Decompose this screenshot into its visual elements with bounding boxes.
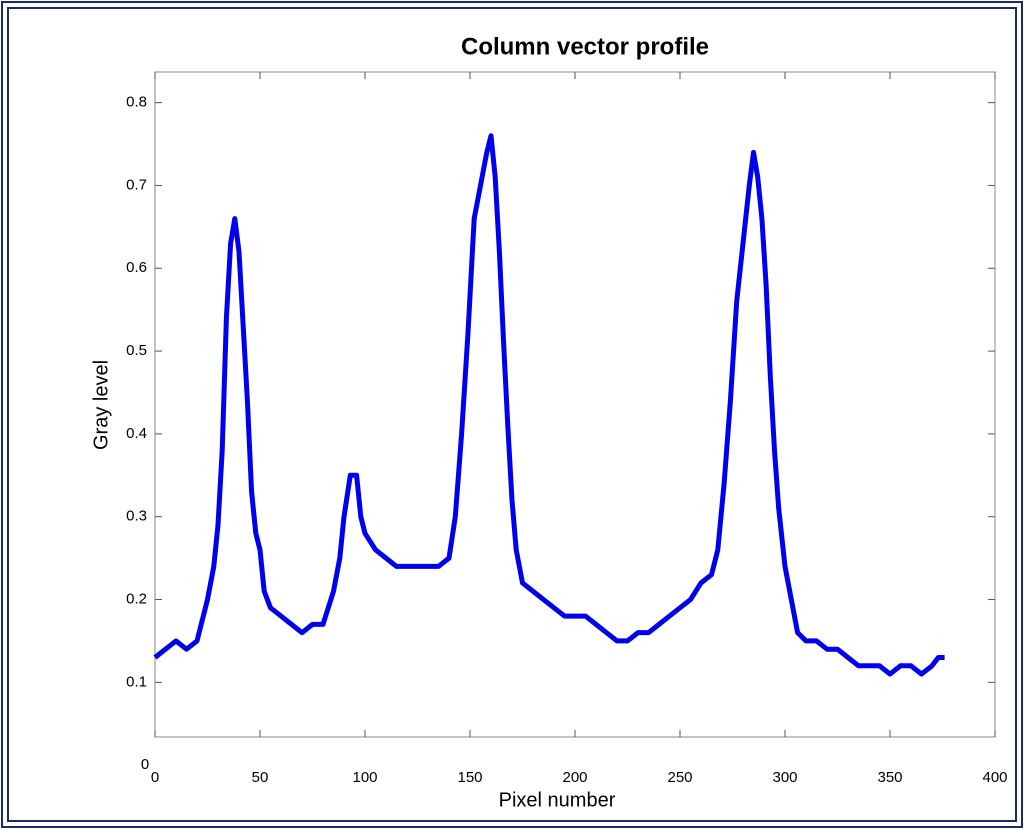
chart-title: Column vector profile bbox=[461, 33, 709, 60]
plot-area bbox=[154, 71, 996, 738]
y-axis-label: Gray level bbox=[90, 360, 112, 450]
y-tick-label: 0.2 bbox=[126, 590, 147, 607]
x-axis-label: Pixel number bbox=[499, 789, 616, 811]
y-tick-label: 0.5 bbox=[126, 342, 147, 359]
y-tick-label: 0.4 bbox=[126, 425, 147, 442]
inner-border bbox=[7, 7, 1017, 822]
y-tick-label: 0.3 bbox=[126, 508, 147, 525]
data-line bbox=[153, 133, 945, 677]
x-tick-label: 100 bbox=[352, 769, 377, 786]
x-tick-label: 150 bbox=[457, 769, 482, 786]
y-tick-label: 0.6 bbox=[126, 259, 147, 276]
x-tick-label: 250 bbox=[667, 769, 692, 786]
x-tick-label: 50 bbox=[252, 769, 269, 786]
y-tick-label: 0.7 bbox=[126, 176, 147, 193]
x-tick-label: 0 bbox=[151, 769, 159, 786]
y-tick-label: 0.8 bbox=[126, 94, 147, 111]
x-tick-label: 300 bbox=[772, 769, 797, 786]
corner-label: 0 bbox=[141, 756, 149, 773]
x-tick-label: 200 bbox=[562, 769, 587, 786]
x-tick-label: 350 bbox=[877, 769, 902, 786]
y-tick-label: 0.1 bbox=[126, 673, 147, 690]
x-tick-label: 400 bbox=[982, 769, 1007, 786]
